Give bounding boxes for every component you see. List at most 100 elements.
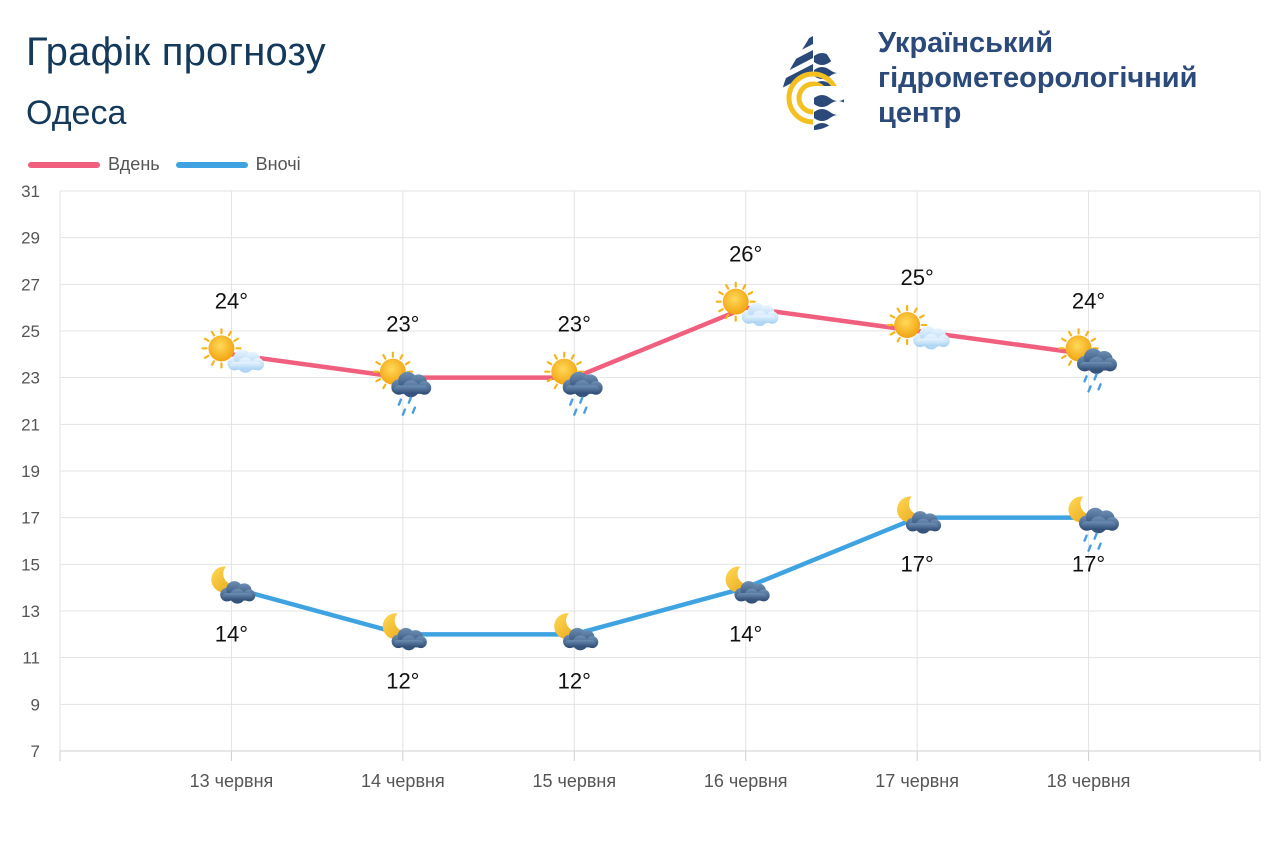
rain-drop	[1097, 542, 1102, 550]
y-tick-label: 7	[31, 742, 40, 761]
cloud-base	[1081, 521, 1116, 530]
legend-label-night: Вночі	[255, 154, 301, 174]
sun-ray	[570, 354, 575, 360]
day-temp-label: 25°	[901, 265, 934, 290]
y-tick-label: 27	[21, 275, 40, 294]
cloud-base	[908, 523, 939, 531]
sun-ray	[919, 314, 925, 319]
sun-ray	[375, 361, 381, 366]
sun-ray	[210, 330, 216, 337]
y-tick-label: 17	[21, 509, 40, 528]
rain-drop	[401, 408, 407, 416]
moon-cloud-icon	[211, 566, 256, 604]
cloud-base	[1079, 362, 1114, 371]
x-tick-label: 14 червня	[361, 771, 445, 791]
cloud-shape	[741, 302, 779, 327]
sun-ray	[718, 291, 724, 296]
sun-ray	[546, 378, 553, 383]
sun-ray	[1084, 330, 1090, 337]
cloud-base	[393, 639, 424, 648]
legend-label-day: Вдень	[108, 154, 160, 174]
rain-drop	[1083, 534, 1088, 542]
rain-drops	[569, 396, 588, 416]
sun-ray	[1061, 354, 1067, 359]
sun-ray	[742, 284, 747, 290]
x-tick-label: 13 червня	[190, 771, 274, 791]
y-tick-label: 9	[31, 695, 40, 714]
rain-drop	[1097, 383, 1102, 391]
cloud-base	[736, 593, 767, 601]
chart-grid	[59, 190, 1261, 752]
rain-drop	[573, 408, 578, 416]
sun-ray	[896, 336, 901, 343]
moon-cloud-icon	[382, 613, 427, 651]
sun-ray	[896, 307, 901, 314]
y-tick-label: 13	[21, 602, 40, 621]
sun-ray	[889, 331, 896, 336]
cloud-base	[565, 639, 596, 648]
sun-cloud-icon	[715, 281, 779, 327]
night-temp-label: 14°	[729, 622, 762, 647]
legend-item-day[interactable]: Вдень	[28, 154, 160, 175]
cloud-shape	[391, 371, 432, 398]
night-temp-label: 17°	[1072, 552, 1105, 577]
cloud-base	[565, 385, 600, 394]
legend-swatch-day	[28, 161, 100, 168]
sun-ray	[576, 361, 582, 366]
rain-drop	[1083, 375, 1088, 383]
cloud-shape	[734, 581, 770, 604]
rain-drop	[407, 396, 413, 404]
x-tick-label: 17 червня	[875, 771, 959, 791]
y-tick-label: 19	[21, 462, 40, 481]
rain-drop	[1093, 373, 1098, 381]
y-tick-label: 29	[21, 229, 40, 248]
sun-ray	[404, 361, 411, 366]
day-temp-label: 23°	[558, 312, 591, 337]
sun-ray	[553, 383, 558, 390]
sun-ray	[375, 378, 381, 383]
day-temp-label: 24°	[1072, 288, 1105, 313]
chart-legend: Вдень Вночі	[28, 154, 317, 175]
organization-header: Український гідрометеорологічний центр	[778, 26, 1197, 134]
y-tick-label: 11	[22, 649, 40, 668]
series-line-night	[230, 515, 1089, 637]
cloud-base	[744, 315, 776, 324]
series-line-day	[231, 305, 1089, 380]
day-temp-label: 26°	[729, 242, 762, 267]
page-title: Графік прогнозу	[26, 30, 326, 74]
sun-ray	[203, 354, 210, 359]
cloud-shape	[1077, 348, 1117, 374]
rain-drop	[397, 398, 403, 406]
cloud-shape	[562, 371, 603, 398]
sun-disc	[208, 335, 235, 362]
organization-name-line: центр	[878, 97, 962, 129]
sun-ray	[1067, 330, 1073, 337]
night-temp-label: 17°	[901, 552, 934, 577]
legend-item-night[interactable]: Вночі	[175, 154, 301, 175]
organization-name-line: гідрометеорологічний	[878, 62, 1198, 94]
weather-icons	[201, 281, 1119, 651]
cloud-shape	[913, 326, 950, 350]
y-tick-label: 25	[21, 322, 40, 341]
cloud-shape	[1079, 507, 1119, 534]
sun-ray	[382, 383, 387, 390]
sun-ray	[546, 361, 553, 366]
rain-drops	[397, 396, 417, 416]
organization-name: Український гідрометеорологічний центр	[878, 26, 1197, 131]
rain-drop	[1087, 385, 1092, 393]
sun-ray	[1061, 337, 1067, 342]
cloud-base	[222, 593, 253, 601]
city-name: Одеса	[26, 94, 127, 132]
moon-cloud-icon	[897, 496, 942, 534]
cloud-base	[229, 361, 262, 370]
night-temp-label: 12°	[386, 668, 419, 693]
sun-rain-cloud-icon	[372, 351, 432, 416]
sun-ray	[382, 354, 387, 360]
cloud-shape	[905, 511, 942, 534]
day-temp-label: 23°	[386, 312, 419, 337]
moon-cloud-icon	[554, 613, 599, 651]
x-tick-label: 16 червня	[704, 771, 788, 791]
sun-ray	[889, 314, 896, 319]
legend-swatch-night	[175, 161, 248, 168]
